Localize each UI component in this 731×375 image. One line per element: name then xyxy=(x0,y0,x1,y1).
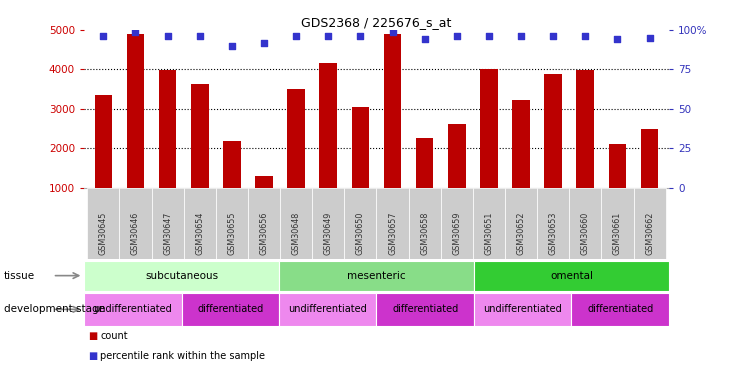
Point xyxy=(355,33,366,39)
Bar xyxy=(87,188,119,259)
Bar xyxy=(126,34,144,188)
Point xyxy=(580,33,591,39)
Bar xyxy=(384,33,401,188)
Text: differentiated: differentiated xyxy=(197,304,263,314)
Bar xyxy=(474,292,572,326)
Point xyxy=(387,28,398,34)
Text: GSM30656: GSM30656 xyxy=(260,212,268,255)
Text: differentiated: differentiated xyxy=(587,304,654,314)
Bar xyxy=(223,141,240,188)
Bar xyxy=(319,63,337,188)
Title: GDS2368 / 225676_s_at: GDS2368 / 225676_s_at xyxy=(301,16,452,29)
Text: GSM30647: GSM30647 xyxy=(163,212,172,255)
Point xyxy=(612,36,624,42)
Bar xyxy=(416,138,433,188)
Text: ■: ■ xyxy=(88,351,97,361)
Text: ■: ■ xyxy=(88,331,97,340)
Text: subcutaneous: subcutaneous xyxy=(145,271,218,280)
Point xyxy=(644,35,656,41)
Bar xyxy=(409,188,441,259)
Bar xyxy=(512,100,530,188)
Point xyxy=(226,43,238,49)
Text: GSM30649: GSM30649 xyxy=(324,212,333,255)
Bar xyxy=(181,292,279,326)
Bar xyxy=(279,261,474,291)
Bar xyxy=(577,70,594,188)
Text: percentile rank within the sample: percentile rank within the sample xyxy=(100,351,265,361)
Text: undifferentiated: undifferentiated xyxy=(94,304,173,314)
Bar xyxy=(255,177,273,188)
Bar xyxy=(94,95,112,188)
Bar xyxy=(183,188,216,259)
Text: development stage: development stage xyxy=(4,304,105,314)
Bar xyxy=(545,74,562,188)
Text: GSM30661: GSM30661 xyxy=(613,212,622,255)
Bar xyxy=(441,188,473,259)
Bar xyxy=(572,292,669,326)
Bar xyxy=(376,292,474,326)
Text: omental: omental xyxy=(550,271,593,280)
Bar xyxy=(151,188,183,259)
Text: GSM30662: GSM30662 xyxy=(645,212,654,255)
Text: GSM30659: GSM30659 xyxy=(452,211,461,255)
Text: GSM30645: GSM30645 xyxy=(99,212,108,255)
Bar xyxy=(448,124,466,188)
Bar xyxy=(376,188,409,259)
Text: GSM30648: GSM30648 xyxy=(292,212,300,255)
Bar xyxy=(287,88,305,188)
Bar xyxy=(279,292,376,326)
Point xyxy=(194,33,205,39)
Text: GSM30655: GSM30655 xyxy=(227,211,236,255)
Point xyxy=(451,33,463,39)
Bar xyxy=(119,188,151,259)
Text: GSM30660: GSM30660 xyxy=(581,212,590,255)
Bar xyxy=(216,188,248,259)
Text: undifferentiated: undifferentiated xyxy=(483,304,562,314)
Bar xyxy=(248,188,280,259)
Text: GSM30646: GSM30646 xyxy=(131,212,140,255)
Bar xyxy=(191,84,208,188)
Text: GSM30654: GSM30654 xyxy=(195,212,204,255)
Text: mesenteric: mesenteric xyxy=(347,271,406,280)
Text: count: count xyxy=(100,331,128,340)
Bar xyxy=(480,69,498,188)
Bar xyxy=(569,188,602,259)
Text: GSM30651: GSM30651 xyxy=(485,212,493,255)
Bar xyxy=(312,188,344,259)
Point xyxy=(515,33,527,39)
Text: GSM30653: GSM30653 xyxy=(549,212,558,255)
Bar xyxy=(352,107,369,188)
Bar xyxy=(84,261,279,291)
Point xyxy=(548,33,559,39)
Bar xyxy=(641,129,659,188)
Point xyxy=(419,36,431,42)
Text: GSM30658: GSM30658 xyxy=(420,212,429,255)
Bar xyxy=(344,188,376,259)
Text: undifferentiated: undifferentiated xyxy=(288,304,367,314)
Bar xyxy=(602,188,634,259)
Point xyxy=(129,28,141,34)
Bar xyxy=(473,188,505,259)
Point xyxy=(97,33,109,39)
Point xyxy=(258,40,270,46)
Point xyxy=(290,33,302,39)
Bar xyxy=(609,144,626,188)
Text: GSM30652: GSM30652 xyxy=(517,211,526,255)
Text: GSM30650: GSM30650 xyxy=(356,212,365,255)
Bar xyxy=(634,188,666,259)
Point xyxy=(322,33,334,39)
Bar xyxy=(537,188,569,259)
Bar xyxy=(84,292,181,326)
Bar xyxy=(280,188,312,259)
Bar xyxy=(159,70,176,188)
Bar xyxy=(505,188,537,259)
Text: tissue: tissue xyxy=(4,271,35,280)
Text: GSM30657: GSM30657 xyxy=(388,211,397,255)
Bar xyxy=(474,261,669,291)
Point xyxy=(483,33,495,39)
Point xyxy=(162,33,173,39)
Text: differentiated: differentiated xyxy=(392,304,458,314)
